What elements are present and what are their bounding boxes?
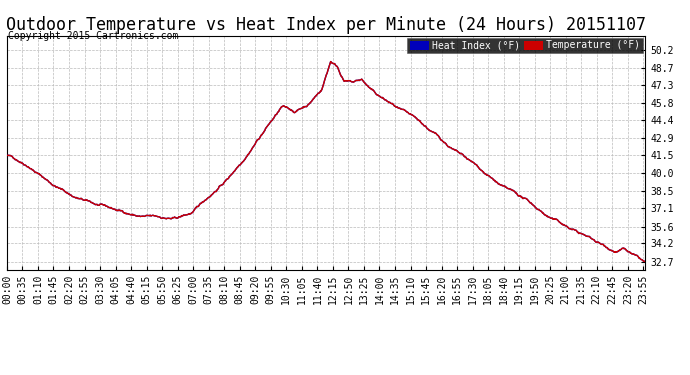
- Legend: Heat Index (°F), Temperature (°F): Heat Index (°F), Temperature (°F): [406, 38, 643, 53]
- Text: Copyright 2015 Cartronics.com: Copyright 2015 Cartronics.com: [8, 32, 179, 41]
- Title: Outdoor Temperature vs Heat Index per Minute (24 Hours) 20151107: Outdoor Temperature vs Heat Index per Mi…: [6, 16, 646, 34]
